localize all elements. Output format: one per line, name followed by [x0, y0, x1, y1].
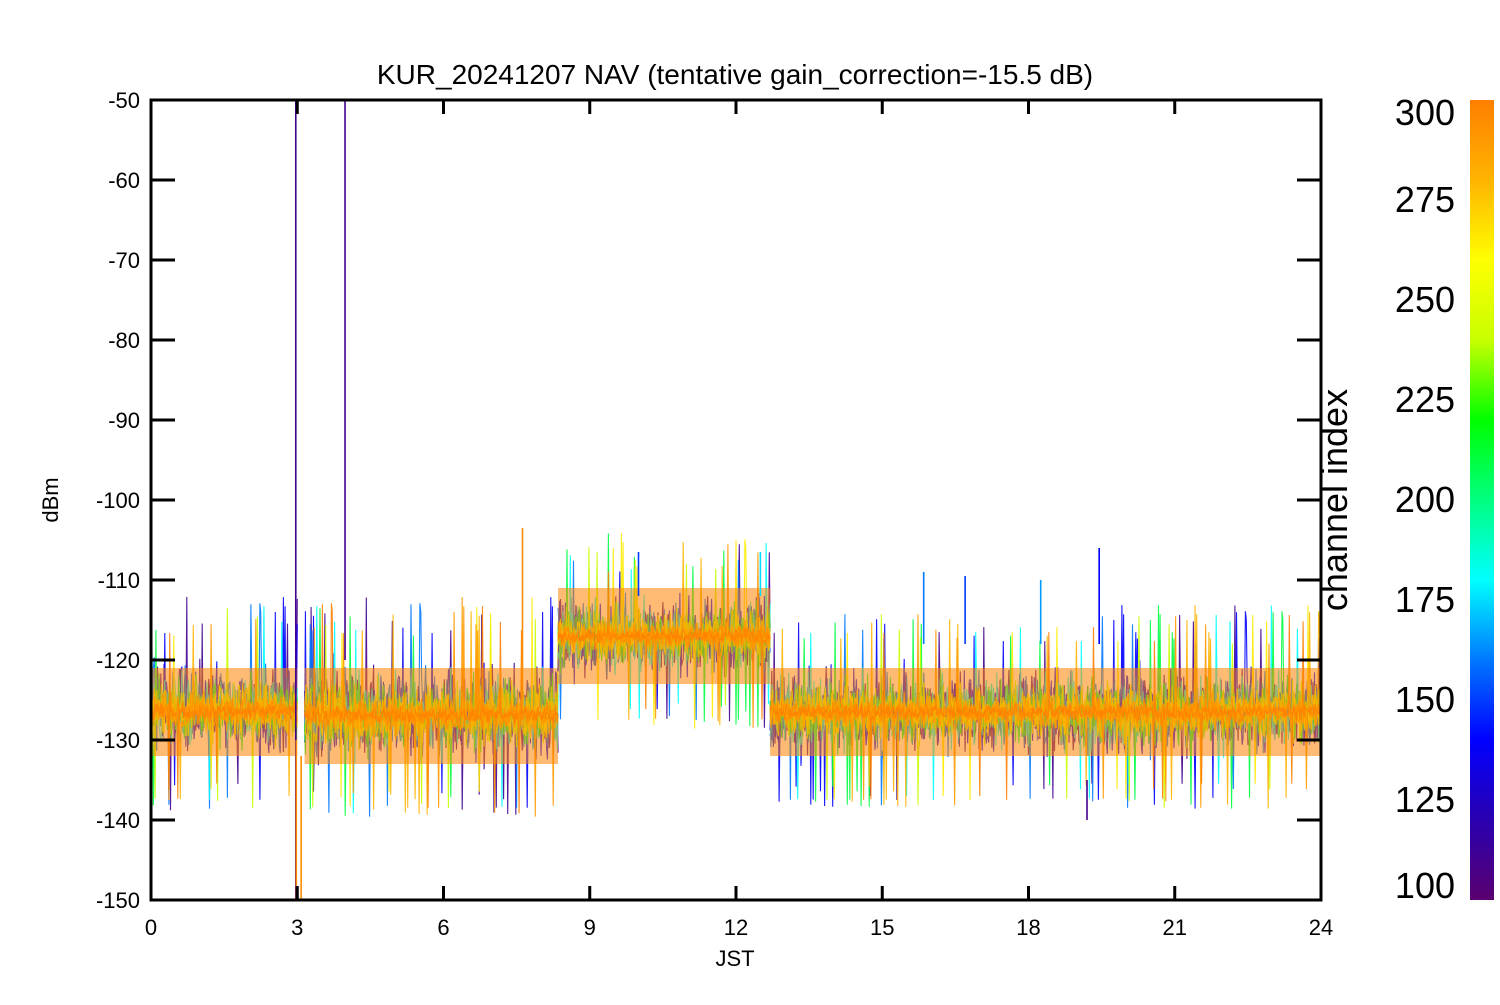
series-core-2	[558, 588, 771, 684]
chart-title: KUR_20241207 NAV (tentative gain_correct…	[377, 59, 1093, 90]
colorbar-tick-label: 300	[1395, 92, 1455, 133]
y-axis-ticks: -50 -60 -70 -80 -90 -100 -110 -120 -130 -140 -150	[96, 88, 1321, 913]
colorbar-label: channel index	[1314, 389, 1355, 611]
y-tick-label: -80	[108, 328, 140, 353]
y-tick-label: -110	[98, 568, 140, 593]
plot-frame	[149, 98, 1323, 902]
series-core-1	[304, 668, 559, 764]
x-tick-label: 15	[870, 915, 894, 940]
x-tick-label: 21	[1163, 915, 1187, 940]
x-axis-label: JST	[715, 946, 754, 971]
colorbar-tick-label: 200	[1395, 479, 1455, 520]
x-tick-label: 0	[145, 915, 157, 940]
colorbar-tick-label: 175	[1395, 579, 1455, 620]
colorbar-tick-label: 275	[1395, 179, 1455, 220]
colorbar-tick-label: 250	[1395, 279, 1455, 320]
colorbar	[1470, 100, 1494, 900]
colorbar-ticks: 100 125 150 175 200 225 250 275 300	[1395, 92, 1455, 906]
y-tick-label: -140	[96, 808, 140, 833]
x-tick-label: 3	[291, 915, 303, 940]
colorbar-tick-label: 125	[1395, 779, 1455, 820]
spike-layer	[294, 100, 1100, 900]
colorbar-tick-label: 150	[1395, 679, 1455, 720]
y-tick-label: -100	[96, 488, 140, 513]
colorbar-tick-label: 100	[1395, 865, 1455, 906]
y-tick-label: -130	[96, 728, 140, 753]
series-core-3	[770, 668, 1321, 756]
y-tick-label: -120	[96, 648, 140, 673]
series-core-0	[151, 668, 298, 756]
x-tick-label: 12	[724, 915, 748, 940]
y-tick-label: -90	[108, 408, 140, 433]
y-tick-label: -50	[108, 88, 140, 113]
x-tick-label: 6	[437, 915, 449, 940]
y-axis-label: dBm	[38, 477, 63, 522]
x-tick-label: 18	[1016, 915, 1040, 940]
y-tick-label: -60	[108, 168, 140, 193]
y-tick-label: -70	[108, 248, 140, 273]
x-axis-ticks: 0 3 6 9 12 15 18 21 24	[145, 100, 1333, 940]
y-tick-label: -150	[96, 888, 140, 913]
x-tick-label: 24	[1309, 915, 1333, 940]
data-layer	[151, 533, 1321, 817]
colorbar-tick-label: 225	[1395, 379, 1455, 420]
x-tick-label: 9	[584, 915, 596, 940]
